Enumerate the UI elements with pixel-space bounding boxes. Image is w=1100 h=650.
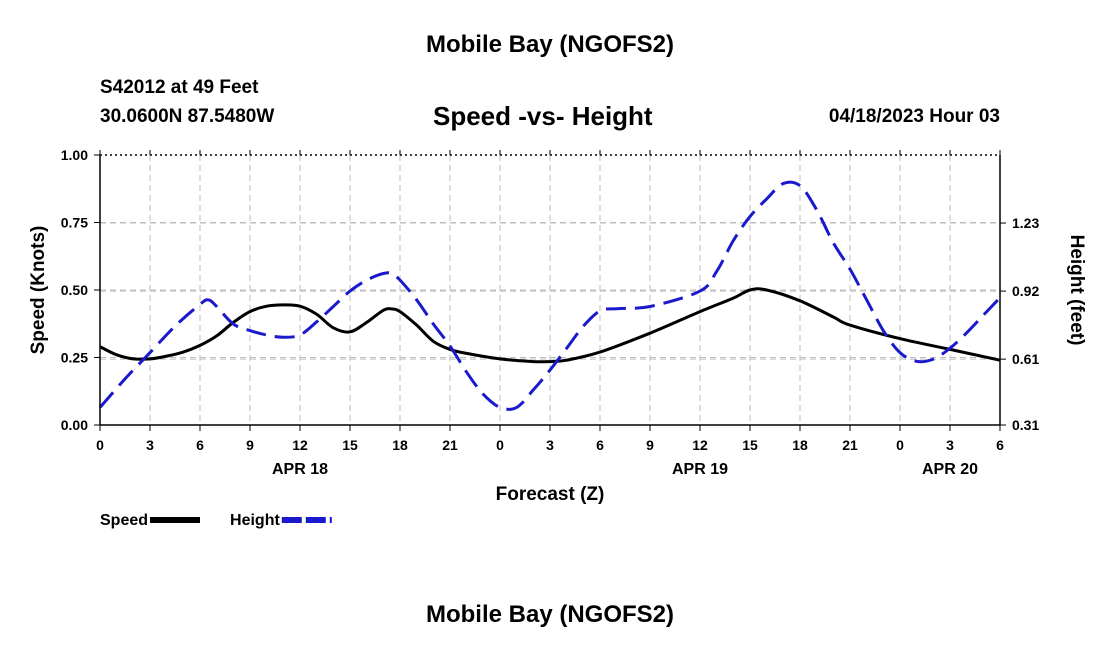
chart-labels: 0 3 6 9 12 15 18 21 0 3 6 9 12 15 18 21 0 3 6 0.00 0.25 0.50 0…	[28, 147, 1087, 529]
x-tick-label: 3	[546, 437, 554, 453]
date-label: APR 19	[672, 461, 728, 478]
forecast-datetime: 04/18/2023 Hour 03	[828, 106, 1000, 127]
y-tick-label-left: 0.00	[61, 417, 88, 433]
y-tick-label-left: 0.25	[61, 350, 88, 366]
page-title: Mobile Bay (NGOFS2)	[425, 31, 675, 58]
x-tick-label: 12	[692, 437, 708, 453]
x-tick-label: 0	[496, 437, 504, 453]
y-tick-label-left: 0.50	[61, 282, 88, 298]
x-tick-label: 6	[196, 437, 204, 453]
plot-title: Speed -vs- Height	[433, 101, 653, 131]
x-tick-label: 18	[392, 437, 408, 453]
x-tick-label: 9	[246, 437, 254, 453]
date-label: APR 20	[922, 461, 978, 478]
chart-frame	[94, 150, 1006, 431]
speed-height-chart: 0 3 6 9 12 15 18 21 0 3 6 9 12 15 18 21 0 3 6 0.00 0.25 0.50 0…	[28, 147, 1087, 529]
x-tick-label: 9	[646, 437, 654, 453]
y-tick-label-right: 1.23	[1012, 215, 1039, 231]
x-tick-label: 21	[842, 437, 858, 453]
y-axis-title-right: Height (feet)	[1066, 235, 1087, 346]
footer-title: Mobile Bay (NGOFS2)	[425, 601, 675, 628]
x-tick-label: 12	[292, 437, 308, 453]
y-tick-label-left: 0.75	[61, 215, 88, 231]
x-tick-label: 3	[146, 437, 154, 453]
x-tick-label: 21	[442, 437, 458, 453]
date-label: APR 18	[272, 461, 328, 478]
legend-label: Height	[230, 512, 280, 529]
series-line-height	[98, 180, 1002, 411]
y-tick-label-left: 1.00	[61, 147, 88, 163]
x-tick-label: 6	[996, 437, 1004, 453]
station-coords: 30.0600N 87.5480W	[100, 106, 275, 127]
y-tick-label-right: 0.61	[1012, 351, 1039, 367]
series-line-speed	[99, 287, 1001, 364]
x-tick-label: 6	[596, 437, 604, 453]
chart-grid	[100, 155, 1000, 426]
legend-label: Speed	[100, 512, 148, 529]
x-tick-label: 15	[342, 437, 358, 453]
station-label: S42012 at 49 Feet	[100, 77, 259, 98]
x-tick-label: 18	[792, 437, 808, 453]
y-tick-label-right: 0.92	[1012, 283, 1039, 299]
chart-series	[98, 180, 1002, 411]
x-tick-label: 0	[896, 437, 904, 453]
x-axis-title: Forecast (Z)	[496, 484, 605, 505]
x-tick-label: 3	[946, 437, 954, 453]
x-tick-label: 0	[96, 437, 104, 453]
x-tick-label: 15	[742, 437, 758, 453]
y-tick-label-right: 0.31	[1012, 417, 1039, 433]
y-axis-title-left: Speed (Knots)	[28, 226, 49, 355]
